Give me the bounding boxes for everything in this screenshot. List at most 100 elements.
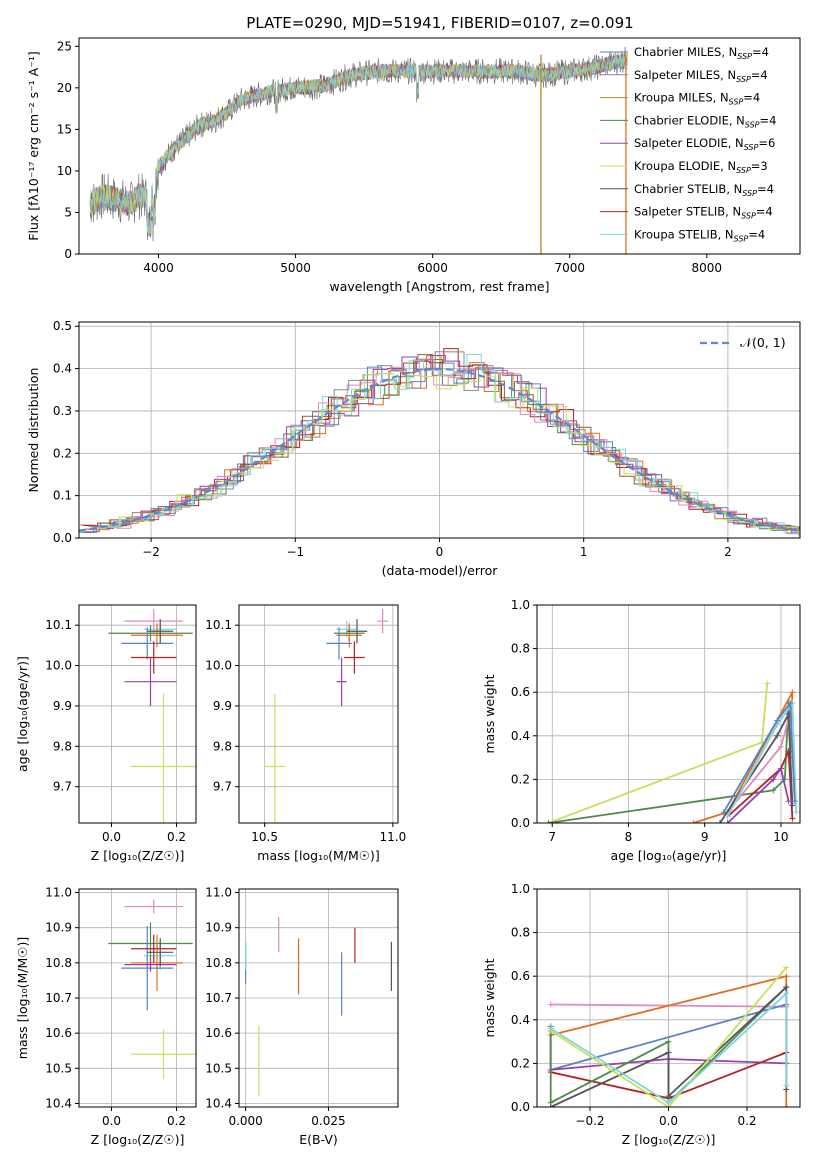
y-tick-label: 0.5 bbox=[53, 319, 72, 333]
error-bar-point bbox=[326, 627, 352, 660]
histogram-step bbox=[79, 362, 800, 533]
y-tick-label: 0.0 bbox=[53, 531, 72, 545]
x-tick-label: 6000 bbox=[417, 261, 448, 275]
x-axis-label: E(B-V) bbox=[299, 1132, 338, 1147]
weight-marker bbox=[774, 732, 781, 739]
spectrum-line bbox=[89, 53, 628, 236]
weight-marker bbox=[665, 1099, 672, 1106]
y-tick-label: 0.6 bbox=[511, 685, 530, 699]
y-tick-label: 0.1 bbox=[53, 489, 72, 503]
weight-marker bbox=[783, 1104, 790, 1107]
y-tick-label: 10 bbox=[57, 164, 72, 178]
y-tick-label: 9.7 bbox=[213, 780, 232, 794]
weight-marker bbox=[716, 820, 723, 823]
axes-frame bbox=[78, 37, 801, 255]
y-axis-label: Normed distribution bbox=[26, 368, 41, 493]
weight-marker bbox=[665, 1049, 672, 1056]
legend-entry: Chabrier MILES, NSSP=4 bbox=[634, 45, 769, 61]
weight-marker bbox=[770, 787, 777, 794]
plot-area bbox=[108, 899, 196, 1079]
error-bar-point bbox=[346, 619, 368, 644]
weight-marker bbox=[724, 813, 731, 820]
x-tick-label: 0.0 bbox=[659, 1114, 678, 1128]
grid bbox=[537, 604, 800, 824]
y-tick-label: 10.6 bbox=[205, 1026, 232, 1040]
x-tick-label: 0.2 bbox=[167, 830, 186, 844]
y-tick-label: 5 bbox=[64, 205, 72, 219]
legend-entry: Chabrier ELODIE, NSSP=4 bbox=[634, 113, 776, 129]
y-tick-label: 10.8 bbox=[205, 956, 232, 970]
y-tick-label: 0.3 bbox=[53, 404, 72, 418]
histogram-step bbox=[89, 351, 800, 529]
error-bar-point bbox=[264, 693, 286, 823]
grid bbox=[79, 889, 196, 1107]
x-tick-label: 8000 bbox=[692, 261, 723, 275]
legend-suffix: =6 bbox=[758, 136, 775, 150]
legend-label: Salpeter MILES, N bbox=[634, 68, 736, 82]
plot-area bbox=[89, 46, 628, 254]
error-bar-point bbox=[147, 619, 174, 644]
weight-marker bbox=[547, 1025, 554, 1032]
legend-suffix: =3 bbox=[751, 159, 768, 173]
y-tick-label: 0.6 bbox=[511, 969, 530, 983]
y-tick-label: 10.7 bbox=[45, 991, 72, 1005]
x-tick-label: 4000 bbox=[143, 261, 174, 275]
legend-label: Chabrier STELIB, N bbox=[634, 182, 742, 196]
error-bar-point bbox=[377, 609, 388, 634]
legend-sub: SSP bbox=[745, 120, 760, 129]
error-bar-point bbox=[147, 938, 174, 967]
error-bar-point bbox=[131, 934, 183, 991]
y-axis-label: age [log₁₀(age/yr)] bbox=[15, 656, 30, 772]
weight-marker bbox=[785, 798, 792, 805]
y-tick-label: 10.8 bbox=[45, 956, 72, 970]
y-tick-label: 9.7 bbox=[53, 780, 72, 794]
error-bar-point bbox=[336, 657, 347, 706]
x-tick-label: −1 bbox=[286, 545, 304, 559]
legend-sub: SSP bbox=[737, 52, 752, 61]
y-tick-label: 10.5 bbox=[205, 1061, 232, 1075]
y-tick-label: 0.8 bbox=[511, 642, 530, 656]
y-tick-label: 11.0 bbox=[45, 886, 72, 900]
legend-entry: Salpeter STELIB, NSSP=4 bbox=[634, 205, 773, 221]
weight-marker bbox=[783, 973, 790, 980]
weight-marker bbox=[724, 820, 731, 823]
legend-entry: Kroupa STELIB, NSSP=4 bbox=[634, 227, 765, 243]
y-tick-label: 9.8 bbox=[53, 739, 72, 753]
weight-line bbox=[550, 966, 787, 1107]
legend-sub: SSP bbox=[736, 75, 751, 84]
error-bar-point bbox=[344, 641, 365, 674]
x-tick-label: 2 bbox=[724, 545, 732, 559]
y-tick-label: 0.4 bbox=[53, 362, 72, 376]
error-bar-point bbox=[124, 657, 177, 706]
weight-marker bbox=[789, 689, 796, 696]
x-tick-label: 11.0 bbox=[380, 830, 407, 844]
x-axis-label: age [log₁₀(age/yr)] bbox=[611, 848, 727, 863]
x-tick-label: 0.025 bbox=[311, 1114, 345, 1128]
x-axis-label: Z [log₁₀(Z/Z☉)] bbox=[91, 1132, 185, 1147]
grid bbox=[239, 889, 398, 1107]
weight-marker bbox=[793, 809, 800, 816]
error-bar-point bbox=[124, 957, 177, 972]
histogram-step bbox=[90, 373, 800, 533]
y-tick-label: 9.9 bbox=[53, 699, 72, 713]
mass-age-panel: 10.5 11.0 9.7 9.8 9.9 10.0 10.1 mass [log₁₀(M/M… bbox=[205, 604, 407, 863]
y-tick-label: 20 bbox=[57, 81, 72, 95]
y-tick-label: 0.8 bbox=[511, 926, 530, 940]
weight-line bbox=[548, 703, 790, 823]
error-bar-point bbox=[131, 641, 177, 674]
y-tick-label: 10.0 bbox=[45, 659, 72, 673]
x-axis-label: (data-model)/error bbox=[382, 563, 499, 578]
legend-entry: Salpeter ELODIE, NSSP=6 bbox=[634, 136, 775, 152]
legend-entry: Salpeter MILES, NSSP=4 bbox=[634, 68, 768, 84]
residuals-panel: 𝒩(0, 1) −2 −1 0 1 2 0.0 0.1 0.2 0.3 0.4 0.5 (data-mo… bbox=[26, 319, 801, 578]
x-axis-label: wavelength [Angstrom, rest frame] bbox=[329, 279, 549, 294]
x-tick-label: 0.0 bbox=[102, 830, 121, 844]
x-tick-label: 0.000 bbox=[228, 1114, 262, 1128]
plot-area bbox=[547, 964, 790, 1107]
legend-label: Kroupa MILES, N bbox=[634, 91, 729, 105]
legend-suffix: =4 bbox=[751, 68, 768, 82]
y-tick-label: 1.0 bbox=[511, 882, 530, 896]
weight-marker bbox=[787, 700, 794, 707]
plot-area bbox=[79, 348, 800, 537]
